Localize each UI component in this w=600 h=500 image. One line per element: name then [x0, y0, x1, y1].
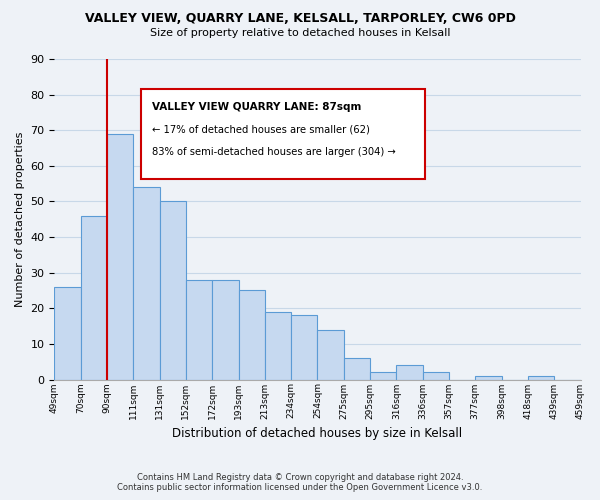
- Bar: [55, 287, 81, 380]
- Bar: [186, 280, 212, 380]
- Bar: [370, 372, 397, 380]
- Bar: [291, 316, 317, 380]
- Text: Size of property relative to detached houses in Kelsall: Size of property relative to detached ho…: [150, 28, 450, 38]
- Text: ← 17% of detached houses are smaller (62): ← 17% of detached houses are smaller (62…: [152, 124, 370, 134]
- Bar: [344, 358, 370, 380]
- Y-axis label: Number of detached properties: Number of detached properties: [15, 132, 25, 307]
- Bar: [422, 372, 449, 380]
- Bar: [317, 330, 344, 380]
- Text: 83% of semi-detached houses are larger (304) →: 83% of semi-detached houses are larger (…: [152, 147, 395, 157]
- Text: VALLEY VIEW QUARRY LANE: 87sqm: VALLEY VIEW QUARRY LANE: 87sqm: [152, 102, 361, 113]
- Bar: [81, 216, 107, 380]
- Bar: [107, 134, 133, 380]
- Text: VALLEY VIEW, QUARRY LANE, KELSALL, TARPORLEY, CW6 0PD: VALLEY VIEW, QUARRY LANE, KELSALL, TARPO…: [85, 12, 515, 26]
- X-axis label: Distribution of detached houses by size in Kelsall: Distribution of detached houses by size …: [172, 427, 463, 440]
- FancyBboxPatch shape: [141, 90, 425, 179]
- Bar: [528, 376, 554, 380]
- Bar: [265, 312, 291, 380]
- Bar: [160, 202, 186, 380]
- Text: Contains HM Land Registry data © Crown copyright and database right 2024.
Contai: Contains HM Land Registry data © Crown c…: [118, 473, 482, 492]
- Bar: [475, 376, 502, 380]
- Bar: [212, 280, 239, 380]
- Bar: [239, 290, 265, 380]
- Bar: [397, 366, 422, 380]
- Bar: [133, 187, 160, 380]
